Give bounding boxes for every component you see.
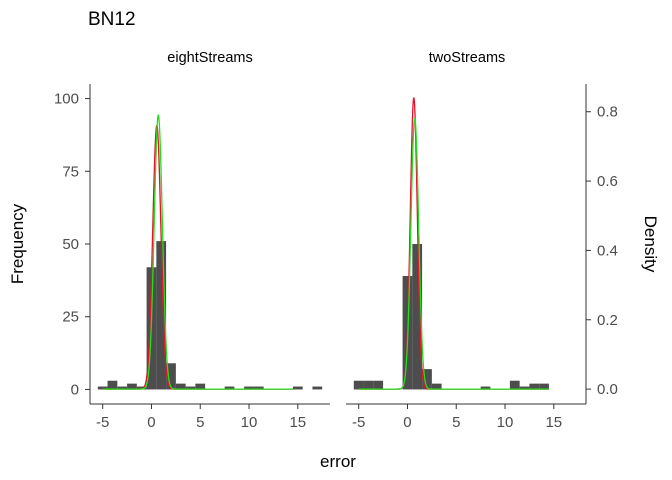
histogram-bar bbox=[363, 380, 374, 390]
chart-title: BN12 bbox=[88, 9, 136, 30]
y-tick-label-left: 100 bbox=[54, 91, 79, 108]
x-tick-label: 0 bbox=[147, 414, 155, 431]
histogram-bar bbox=[175, 383, 186, 390]
histogram-bar bbox=[224, 386, 235, 390]
histogram-bar bbox=[107, 380, 118, 390]
histogram-bar bbox=[97, 386, 108, 390]
x-tick-label: 15 bbox=[289, 414, 306, 431]
panel-twostreams bbox=[353, 97, 549, 390]
density-curve-red bbox=[358, 97, 549, 390]
x-tick-label: 5 bbox=[196, 414, 204, 431]
histogram-bar bbox=[431, 383, 442, 390]
x-tick-label: 0 bbox=[403, 414, 411, 431]
density-curve-green bbox=[102, 113, 293, 390]
histogram-bar bbox=[422, 369, 432, 390]
y-tick-label-right: 0.2 bbox=[597, 312, 618, 329]
x-tick-label: 10 bbox=[241, 414, 258, 431]
histogram-bar bbox=[185, 386, 196, 390]
y-axis-title-right: Density bbox=[641, 216, 660, 273]
x-axis-title: error bbox=[320, 452, 356, 471]
y-tick-label-left: 75 bbox=[62, 163, 79, 180]
y-axis-title-left: Frequency bbox=[8, 203, 27, 284]
y-tick-label-left: 25 bbox=[62, 309, 79, 326]
histogram-bar bbox=[539, 383, 549, 390]
y-tick-label-left: 0 bbox=[71, 381, 79, 398]
histogram-bar bbox=[412, 244, 423, 390]
histogram-bar bbox=[156, 241, 167, 390]
histogram-bar bbox=[166, 363, 176, 390]
x-tick-label: 5 bbox=[452, 414, 460, 431]
histogram-bar bbox=[519, 386, 530, 390]
density-curve-red bbox=[102, 125, 293, 390]
density-curve-green bbox=[358, 118, 549, 390]
histogram-bar bbox=[480, 386, 491, 390]
histogram-bar bbox=[136, 386, 147, 390]
histogram-bar bbox=[509, 380, 520, 390]
histogram-bar bbox=[253, 386, 264, 390]
histogram-bar bbox=[312, 386, 323, 390]
x-tick-label: 15 bbox=[545, 414, 562, 431]
panel-eightstreams bbox=[97, 113, 323, 390]
panel-label-eightstreams: eightStreams bbox=[167, 50, 252, 66]
y-tick-label-right: 0.4 bbox=[597, 242, 618, 259]
histogram-bar bbox=[244, 386, 254, 390]
y-tick-label-left: 50 bbox=[62, 236, 79, 253]
y-tick-label-right: 0.6 bbox=[597, 173, 618, 190]
histogram-bar bbox=[529, 383, 540, 390]
panel-label-twostreams: twoStreams bbox=[429, 50, 506, 66]
y-tick-label-right: 0.0 bbox=[597, 381, 618, 398]
histogram-bar bbox=[292, 386, 303, 390]
histogram-bar bbox=[373, 380, 384, 390]
histogram-bar bbox=[195, 383, 206, 390]
histogram-bar bbox=[127, 383, 137, 390]
x-tick-label: 10 bbox=[497, 414, 514, 431]
histogram-bar bbox=[353, 380, 364, 390]
y-tick-label-right: 0.8 bbox=[597, 104, 618, 121]
x-tick-label: -5 bbox=[96, 414, 109, 431]
histogram-bar bbox=[117, 386, 128, 390]
x-tick-label: -5 bbox=[352, 414, 365, 431]
